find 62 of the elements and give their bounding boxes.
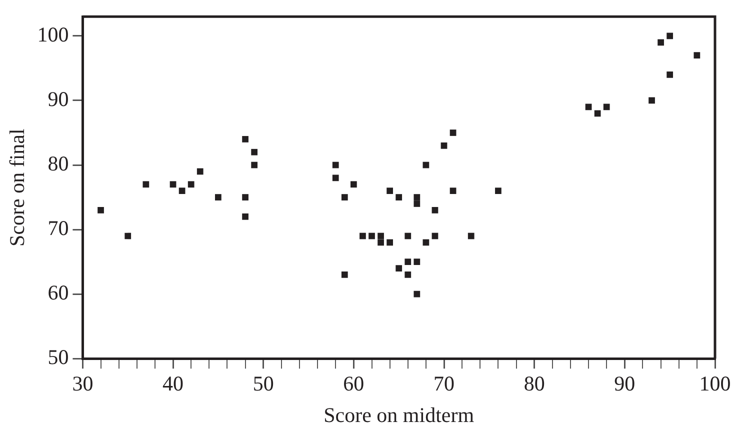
x-tick-label: 60 bbox=[343, 372, 364, 396]
point bbox=[332, 174, 339, 182]
point bbox=[196, 168, 204, 175]
point bbox=[432, 207, 438, 214]
point bbox=[378, 239, 384, 246]
point bbox=[188, 181, 194, 188]
point bbox=[404, 272, 412, 278]
point bbox=[495, 188, 502, 194]
y-tick-label: 50 bbox=[48, 345, 69, 370]
point bbox=[178, 188, 186, 194]
point bbox=[404, 258, 412, 265]
y-tick-label: 90 bbox=[48, 87, 69, 111]
y-tick-label: 60 bbox=[48, 280, 69, 305]
point bbox=[378, 232, 384, 240]
point bbox=[414, 200, 420, 207]
point bbox=[666, 71, 674, 78]
point bbox=[404, 232, 412, 240]
x-tick-label: 100 bbox=[699, 372, 731, 396]
x-tick-label: 80 bbox=[524, 372, 545, 396]
x-tick-label: 70 bbox=[434, 372, 455, 396]
point bbox=[648, 97, 655, 104]
point bbox=[386, 188, 393, 194]
point bbox=[666, 32, 674, 40]
y-tick-label: 80 bbox=[48, 152, 69, 176]
x-tick-label: 40 bbox=[162, 372, 184, 396]
point bbox=[450, 188, 456, 194]
point bbox=[386, 239, 393, 246]
point bbox=[170, 181, 176, 188]
point bbox=[603, 104, 610, 110]
x-tick-label: 50 bbox=[252, 372, 274, 396]
point bbox=[450, 130, 456, 136]
point bbox=[440, 142, 448, 149]
y-tick-label: 100 bbox=[37, 22, 69, 46]
point bbox=[242, 213, 248, 220]
point bbox=[360, 232, 366, 240]
point bbox=[414, 290, 420, 298]
point bbox=[396, 265, 402, 272]
point bbox=[658, 39, 664, 46]
point bbox=[242, 136, 248, 142]
x-tick-label: 90 bbox=[614, 372, 636, 396]
point bbox=[242, 194, 248, 200]
point bbox=[350, 181, 357, 188]
point bbox=[142, 181, 150, 188]
point bbox=[396, 194, 402, 200]
point bbox=[694, 52, 700, 58]
point bbox=[251, 162, 258, 168]
y-axis-title: Score on final bbox=[5, 128, 30, 246]
x-axis-title: Score on midterm bbox=[324, 402, 474, 427]
y-tick-label: 70 bbox=[48, 216, 69, 240]
x-tick-label: 30 bbox=[72, 372, 94, 396]
point bbox=[594, 110, 601, 117]
point bbox=[98, 207, 104, 214]
point bbox=[215, 194, 222, 200]
point bbox=[341, 194, 348, 200]
point bbox=[341, 272, 348, 278]
point bbox=[332, 162, 339, 168]
point bbox=[414, 258, 420, 265]
point bbox=[124, 232, 132, 240]
point bbox=[468, 232, 474, 240]
point bbox=[414, 194, 420, 200]
point bbox=[251, 148, 258, 156]
point bbox=[368, 232, 375, 240]
